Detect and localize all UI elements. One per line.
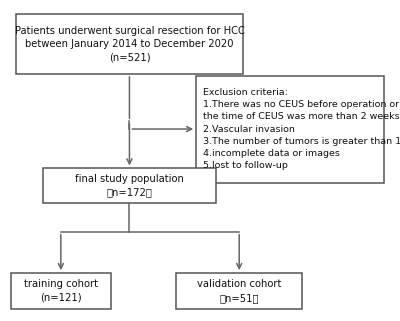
Text: Exclusion criteria:
1.There was no CEUS before operation or
the time of CEUS was: Exclusion criteria: 1.There was no CEUS … (203, 88, 400, 170)
Text: Patients underwent surgical resection for HCC
between January 2014 to December 2: Patients underwent surgical resection fo… (14, 25, 244, 63)
FancyBboxPatch shape (11, 273, 111, 309)
FancyBboxPatch shape (16, 14, 243, 74)
Text: final study population
（n=172）: final study population （n=172） (75, 174, 184, 197)
FancyBboxPatch shape (176, 273, 302, 309)
FancyBboxPatch shape (196, 75, 384, 183)
Text: validation cohort
（n=51）: validation cohort （n=51） (197, 279, 281, 303)
Text: training cohort
(n=121): training cohort (n=121) (24, 279, 98, 303)
FancyBboxPatch shape (43, 168, 216, 203)
